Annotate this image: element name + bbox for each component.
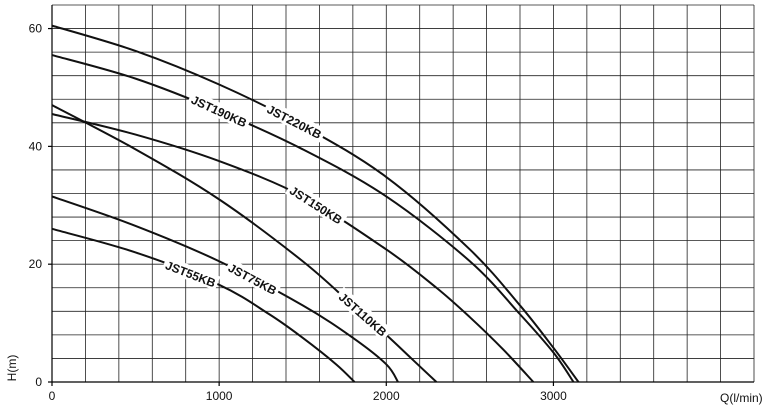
x-tick-label: 3000	[540, 389, 567, 403]
axes: 0 1000 2000 3000 0 20 40 60	[29, 5, 754, 403]
series-label-jst150kb: JST150KB	[287, 184, 345, 228]
y-tick-label: 20	[29, 257, 43, 271]
y-axis-label: H(m)	[5, 355, 19, 382]
curve-jst190kb	[51, 54, 575, 383]
x-tick-label: 1000	[206, 389, 233, 403]
x-tick-label: 0	[49, 389, 56, 403]
curve-jst150kb	[51, 113, 535, 383]
x-axis-label: Q(l/min)	[720, 391, 763, 405]
curve-jst110kb	[51, 104, 438, 383]
series-label-group: JST110KB	[333, 286, 393, 341]
y-tick-label: 40	[29, 139, 43, 153]
series-label-group: JST150KB	[284, 180, 348, 229]
curves	[51, 24, 580, 383]
series-label-background	[284, 180, 348, 229]
y-tick-label: 60	[29, 22, 43, 36]
series-label-background	[333, 286, 393, 341]
x-tick-label: 2000	[373, 389, 400, 403]
curve-labels: JST220KBJST190KBJST150KBJST110KBJST75KBJ…	[161, 90, 393, 341]
series-label-jst55kb: JST55KB	[163, 258, 217, 290]
series-label-background	[224, 258, 282, 299]
series-label-group: JST55KB	[161, 255, 221, 291]
series-label-background	[262, 99, 327, 143]
curve-jst220kb	[51, 24, 580, 383]
curve-jst55kb	[51, 227, 356, 383]
series-label-background	[186, 90, 252, 131]
series-label-group: JST220KB	[262, 99, 327, 143]
series-label-background	[161, 255, 221, 291]
grid	[52, 4, 755, 382]
y-tick-label: 0	[35, 375, 42, 389]
curve-jst75kb	[51, 195, 399, 383]
